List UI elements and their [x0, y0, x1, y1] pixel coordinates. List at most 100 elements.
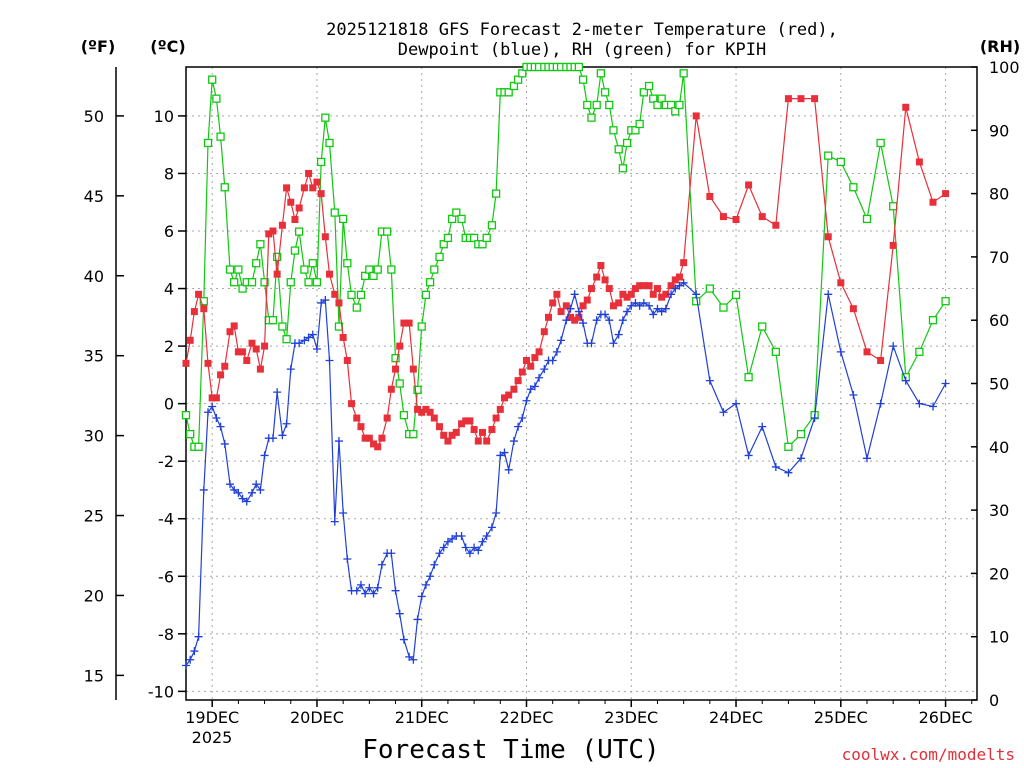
temperature-marker: [186, 336, 194, 344]
rh-marker: [649, 94, 658, 103]
dewpoint-marker: [278, 431, 287, 440]
rh-marker: [234, 265, 243, 274]
rh-marker: [452, 208, 461, 217]
temperature-marker: [623, 293, 631, 301]
dewpoint-marker: [308, 330, 317, 339]
temperature-marker: [549, 299, 557, 307]
dewpoint-marker: [631, 298, 640, 307]
rh-marker: [325, 138, 334, 148]
plot-frame: [185, 66, 978, 701]
celsius-tick-label: 4: [164, 280, 174, 299]
x-tick-label: 20DEC: [290, 708, 344, 727]
temperature-marker: [317, 190, 325, 198]
rh-tick-label: 30: [989, 501, 1009, 520]
temperature-marker: [566, 313, 574, 321]
dewpoint-marker: [430, 560, 439, 569]
rh-marker: [425, 278, 435, 287]
rh-marker: [399, 410, 409, 420]
temperature-marker: [593, 273, 601, 281]
celsius-tick-label: -2: [158, 452, 174, 471]
rh-marker: [252, 259, 261, 268]
rh-marker: [784, 442, 793, 451]
rh-marker: [478, 240, 487, 249]
rh-marker: [771, 347, 780, 357]
rh-tick-label: 80: [989, 185, 1009, 204]
dewpoint-marker: [190, 647, 199, 656]
temperature-marker: [514, 377, 522, 385]
temperature-marker: [226, 328, 234, 336]
dewpoint-marker: [208, 402, 217, 411]
gridlines: [186, 67, 977, 700]
temperature-marker: [518, 368, 526, 376]
rh-marker: [220, 183, 229, 192]
dewpoint-marker: [369, 589, 378, 598]
rh-marker: [417, 322, 426, 331]
x-tick-label: 23DEC: [604, 708, 658, 727]
rh-marker: [225, 265, 235, 274]
temperature-marker: [675, 273, 683, 281]
dewpoint-marker: [901, 376, 910, 385]
temperature-marker: [348, 400, 356, 408]
temperature-marker: [409, 365, 417, 373]
dewpoint-marker: [552, 347, 561, 356]
source-credit[interactable]: coolwx.com/modelts: [842, 745, 1015, 764]
dewpoint-marker: [530, 382, 539, 391]
temperature-marker: [902, 103, 910, 111]
rh-marker: [317, 157, 326, 167]
x-tick-label: 24DEC: [709, 708, 763, 727]
dewpoint-marker: [496, 451, 505, 460]
rh-marker: [504, 88, 513, 97]
x-tick-label: 26DEC: [919, 708, 973, 727]
temperature-marker: [452, 428, 460, 436]
temperature-marker: [863, 348, 871, 356]
temperature-marker: [414, 405, 422, 413]
dewpoint-marker: [661, 304, 670, 313]
rh-marker: [889, 202, 898, 211]
series-0: [182, 95, 950, 451]
temperature-marker: [392, 365, 400, 373]
rh-marker: [482, 233, 491, 243]
dewpoint-marker: [339, 508, 348, 517]
rh-marker: [304, 278, 313, 287]
temperature-marker: [331, 290, 339, 298]
rh-marker: [758, 322, 767, 331]
dewpoint-marker: [417, 592, 426, 601]
temperature-marker: [587, 285, 595, 293]
rh-marker: [692, 297, 701, 306]
rh-marker: [369, 271, 378, 281]
temperature-marker: [601, 276, 609, 284]
temperature-marker: [605, 285, 613, 293]
celsius-tick-label: 10: [154, 107, 174, 126]
rh-unit-label: (RH): [980, 37, 1020, 56]
temperature-marker: [405, 319, 413, 327]
temperature-marker: [609, 302, 617, 310]
dewpoint-marker: [268, 434, 277, 443]
dewpoint-marker: [941, 379, 950, 388]
temperature-marker: [706, 192, 714, 200]
dewpoint-marker: [618, 316, 627, 325]
rh-marker: [294, 227, 304, 236]
dewpoint-marker: [705, 376, 714, 385]
temperature-marker: [400, 319, 408, 327]
dewpoint-marker: [405, 652, 414, 661]
temperature-marker: [252, 345, 260, 353]
dewpoint-marker: [448, 534, 457, 543]
dewpoint-marker: [579, 319, 588, 328]
dewpoint-marker: [889, 342, 898, 351]
rh-marker: [256, 240, 265, 249]
rh-marker: [639, 88, 648, 97]
rh-marker: [719, 303, 728, 312]
rh-tick-label: 40: [989, 438, 1009, 457]
fahrenheit-tick-label: 50: [84, 107, 104, 126]
dewpoint-marker: [273, 388, 282, 397]
dewpoint-marker: [719, 408, 728, 417]
celsius-tick-label: -6: [158, 567, 174, 586]
dewpoint-marker: [657, 307, 666, 316]
rh-marker: [614, 145, 623, 154]
dewpoint-marker: [500, 448, 509, 457]
dewpoint-marker: [514, 422, 523, 431]
temperature-marker: [221, 362, 229, 370]
rh-marker: [430, 265, 439, 274]
rh-marker: [391, 354, 400, 363]
temperature-marker: [877, 356, 885, 364]
